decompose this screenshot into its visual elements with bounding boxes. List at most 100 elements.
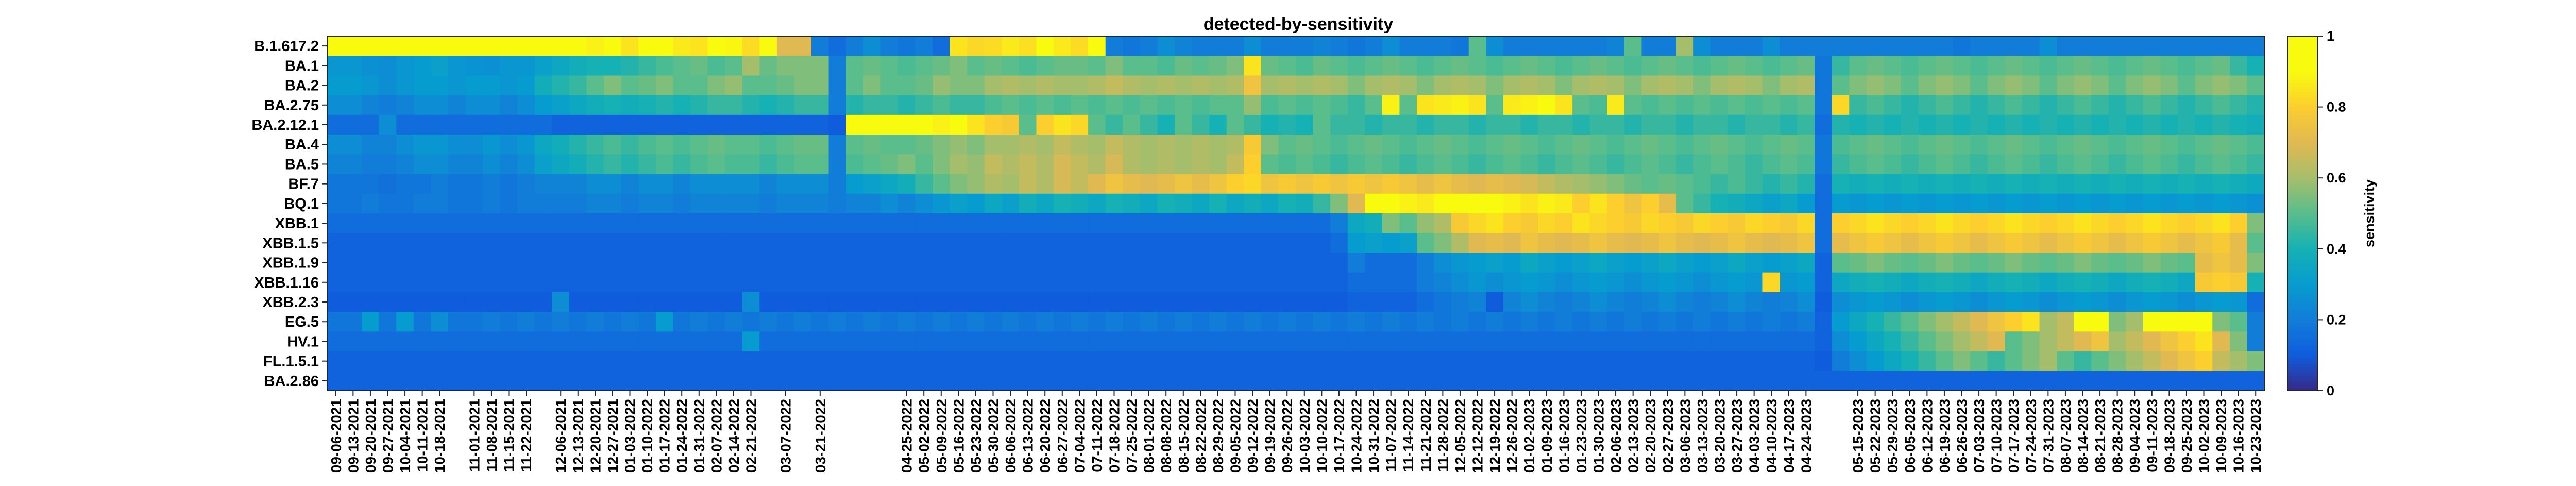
heatmap-cell — [707, 95, 725, 115]
heatmap-cell — [2178, 292, 2196, 312]
heatmap-cell — [1296, 135, 1314, 155]
heatmap-cell — [1468, 95, 1486, 115]
heatmap-cell — [1468, 331, 1486, 352]
heatmap-cell — [707, 193, 725, 214]
heatmap-cell — [2057, 331, 2075, 352]
heatmap-cell — [1451, 312, 1469, 332]
heatmap-cell — [828, 272, 846, 293]
heatmap-cell — [759, 174, 777, 194]
heatmap-cell — [742, 36, 760, 56]
heatmap-cell — [2178, 95, 2196, 115]
heatmap-cell — [1641, 36, 1659, 56]
heatmap-cell — [552, 233, 570, 254]
column-label: 06-26-2023 — [1954, 399, 1970, 473]
heatmap-cell — [1572, 292, 1590, 312]
heatmap-cell — [604, 154, 622, 175]
heatmap-cell — [552, 36, 570, 56]
heatmap-cell — [1244, 253, 1262, 273]
heatmap-cell — [1296, 253, 1314, 273]
heatmap-cell — [483, 371, 501, 391]
heatmap-cell — [379, 193, 397, 214]
heatmap-cell — [1036, 95, 1054, 115]
heatmap-cell — [742, 292, 760, 312]
heatmap-cell — [1589, 56, 1607, 76]
heatmap-cell — [362, 233, 380, 254]
heatmap-cell — [1676, 371, 1694, 391]
heatmap-cell — [2039, 233, 2057, 254]
heatmap-cell — [984, 253, 1002, 273]
heatmap-cell — [1054, 56, 1072, 76]
heatmap-cell — [483, 253, 501, 273]
column-label: 05-02-2022 — [916, 399, 932, 473]
heatmap-cell — [1347, 114, 1365, 135]
heatmap-cell — [362, 36, 380, 56]
heatmap-cell — [517, 371, 535, 391]
heatmap-cell — [1589, 253, 1607, 273]
heatmap-cell — [552, 331, 570, 352]
colorbar-swatch — [2287, 127, 2317, 131]
heatmap-cell — [1192, 135, 1210, 155]
heatmap-cell — [1797, 174, 1815, 194]
heatmap-cell — [604, 36, 622, 56]
heatmap-cell — [915, 331, 933, 352]
heatmap-cell — [569, 114, 587, 135]
heatmap-cell — [1815, 95, 1833, 115]
heatmap-cell — [431, 272, 449, 293]
heatmap-cell — [1624, 56, 1642, 76]
heatmap-cell — [1226, 56, 1244, 76]
heatmap-cell — [534, 253, 553, 273]
heatmap-cell — [1728, 36, 1746, 56]
column-label: 02-07-2022 — [708, 399, 724, 473]
heatmap-cell — [1676, 114, 1694, 135]
heatmap-cell — [1417, 312, 1435, 332]
heatmap-cell — [1417, 253, 1435, 273]
heatmap-cell — [1399, 233, 1417, 254]
heatmap-cell — [811, 75, 829, 96]
heatmap-cell — [1486, 233, 1504, 254]
heatmap-cell — [1797, 371, 1815, 391]
heatmap-cell — [1313, 272, 1331, 293]
column-label: 02-27-2023 — [1660, 399, 1676, 473]
heatmap-cell — [811, 154, 829, 175]
colorbar-swatch — [2287, 190, 2317, 193]
column-label: 03-06-2023 — [1677, 399, 1693, 473]
heatmap-cell — [1832, 154, 1850, 175]
heatmap-cell — [1313, 114, 1331, 135]
heatmap-cell — [1693, 253, 1711, 273]
heatmap-cell — [1036, 331, 1054, 352]
heatmap-cell — [1226, 193, 1244, 214]
heatmap-cell — [1071, 56, 1089, 76]
heatmap-cell — [2091, 95, 2109, 115]
heatmap-cell — [2160, 371, 2178, 391]
heatmap-cell — [1693, 56, 1711, 76]
heatmap-cell — [2074, 213, 2092, 233]
heatmap-cell — [759, 36, 777, 56]
heatmap-cell — [776, 312, 795, 332]
heatmap-cell — [1538, 292, 1556, 312]
heatmap-cell — [1728, 135, 1746, 155]
heatmap-cell — [1641, 114, 1659, 135]
heatmap-cell — [1140, 154, 1158, 175]
heatmap-cell — [1192, 272, 1210, 293]
heatmap-cell — [1468, 114, 1486, 135]
heatmap-cell — [1434, 95, 1452, 115]
heatmap-cell — [2022, 331, 2040, 352]
heatmap-cell — [1209, 253, 1227, 273]
heatmap-cell — [586, 233, 604, 254]
heatmap-cell — [1555, 114, 1573, 135]
heatmap-cell — [1226, 135, 1244, 155]
heatmap-cell — [984, 174, 1002, 194]
heatmap-cell — [1555, 213, 1573, 233]
heatmap-cell — [1330, 36, 1348, 56]
heatmap-cell — [1278, 95, 1296, 115]
heatmap-cell — [1451, 174, 1469, 194]
heatmap-cell — [448, 331, 466, 352]
heatmap-cell — [950, 233, 968, 254]
heatmap-cell — [863, 154, 881, 175]
heatmap-cell — [1226, 292, 1244, 312]
heatmap-cell — [897, 154, 916, 175]
heatmap-cell — [725, 312, 743, 332]
heatmap-cell — [1019, 351, 1037, 372]
row-labels: B.1.617.2BA.1BA.2BA.2.75BA.2.12.1BA.4BA.… — [251, 38, 327, 390]
heatmap-cell — [1140, 213, 1158, 233]
